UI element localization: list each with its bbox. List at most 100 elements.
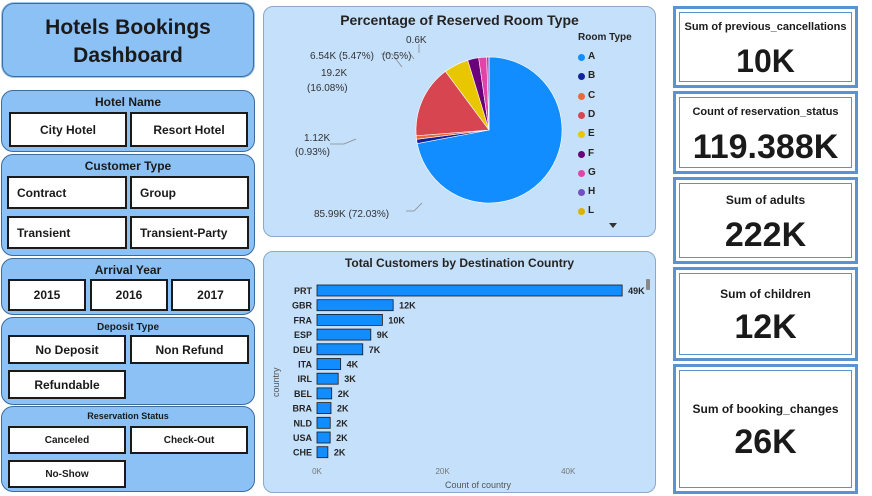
status-option-canceled[interactable]: Canceled — [8, 426, 126, 454]
kpi-label-adults: Sum of adults — [725, 193, 806, 207]
legend-scroll-down-icon[interactable] — [609, 223, 617, 228]
bar-x-tick-40k: 40K — [561, 467, 576, 476]
bar-esp[interactable] — [316, 328, 372, 341]
bar-value-label-fra: 10K — [388, 315, 405, 325]
kpi-label-children: Sum of children — [720, 287, 811, 301]
year-option-2017[interactable]: 2017 — [171, 279, 250, 311]
year-option-2015[interactable]: 2015 — [8, 279, 86, 311]
pie-label-f: (0.5%) — [382, 51, 411, 62]
bar-value-label-bra: 2K — [337, 404, 349, 414]
bar-value-label-nld: 2K — [336, 418, 348, 428]
bar-ita[interactable] — [316, 358, 342, 370]
legend-item-g[interactable]: G — [588, 166, 596, 178]
bar-category-label-gbr: GBR — [292, 301, 313, 311]
legend-item-a[interactable]: A — [588, 51, 596, 62]
kpi-value-children: 12K — [734, 308, 797, 346]
pie-label-top: 0.6K — [406, 35, 427, 46]
pie-label-b-value: 1.12K — [304, 133, 330, 144]
kpi-label-previous-cancellations: Sum of previous_cancellations — [684, 21, 847, 33]
status-option-check-out[interactable]: Check-Out — [130, 426, 248, 454]
bar-deu[interactable] — [316, 343, 364, 356]
dashboard-title-line1: Hotels Bookings — [45, 16, 211, 39]
pie-legend-title: Room Type — [578, 32, 632, 43]
room-type-pie-panel: Percentage of Reserved Room Type 85.99K … — [263, 6, 656, 237]
bar-chart-title: Total Customers by Destination Country — [344, 256, 575, 270]
bar-value-label-bel: 2K — [338, 389, 350, 399]
kpi-card-booking-changes: Sum of booking_changes 26K — [673, 364, 858, 494]
year-option-2016[interactable]: 2016 — [90, 279, 168, 311]
bar-value-label-usa: 2K — [336, 433, 348, 443]
hotel-option-resort-hotel[interactable]: Resort Hotel — [130, 112, 248, 147]
pie-slice-d[interactable] — [415, 70, 490, 137]
kpi-value-booking-changes: 26K — [734, 423, 797, 461]
pie-leader-a — [406, 202, 423, 212]
pie-chart-svg: 85.99K (72.03%) 1.12K (0.93%) 19.2K (16.… — [295, 35, 563, 220]
kpi-card-previous-cancellations: Sum of previous_cancellations 10K — [673, 6, 858, 88]
customer-option-contract[interactable]: Contract — [7, 176, 127, 209]
legend-marker-b — [578, 73, 585, 81]
customer-option-group[interactable]: Group — [130, 176, 249, 209]
legend-marker-h — [578, 189, 585, 197]
bar-category-label-esp: ESP — [294, 330, 312, 340]
bar-bra[interactable] — [316, 402, 332, 415]
deposit-option-no-deposit[interactable]: No Deposit — [8, 335, 126, 364]
bar-x-tick-20k: 20K — [435, 467, 450, 476]
hotel-option-city-hotel[interactable]: City Hotel — [9, 112, 127, 147]
kpi-card-children: Sum of children 12K — [673, 267, 858, 361]
bar-prt[interactable] — [316, 284, 623, 297]
deposit-option-non-refund[interactable]: Non Refund — [130, 335, 249, 364]
bar-usa[interactable] — [316, 431, 331, 444]
bar-che[interactable] — [316, 446, 329, 459]
kpi-label-booking-changes: Sum of booking_changes — [692, 402, 839, 416]
pie-label-a: 85.99K (72.03%) — [314, 209, 389, 220]
deposit-type-slicer: Deposit Type No Deposit Non Refund Refun… — [1, 317, 255, 405]
legend-marker-a — [578, 54, 585, 61]
legend-item-l[interactable]: L — [588, 205, 595, 217]
customer-option-transient[interactable]: Transient — [7, 216, 127, 249]
legend-item-h[interactable]: H — [588, 186, 596, 198]
bar-value-label-gbr: 12K — [399, 301, 416, 311]
pie-leader-e — [381, 53, 403, 68]
legend-marker-c — [578, 92, 585, 100]
arrival-year-slicer: Arrival Year 2015 2016 2017 — [1, 258, 255, 315]
arrival-year-title: Arrival Year — [94, 263, 162, 277]
dashboard-title-panel: Hotels Bookings Dashboard — [2, 3, 254, 77]
dashboard-title-line2: Dashboard — [73, 44, 183, 67]
pie-slice-a[interactable] — [416, 56, 563, 204]
bar-category-label-deu: DEU — [293, 345, 312, 355]
kpi-label-reservation-status: Count of reservation_status — [692, 106, 839, 118]
hotel-name-slicer: Hotel Name City Hotel Resort Hotel — [1, 90, 255, 152]
legend-item-d[interactable]: D — [588, 108, 596, 120]
deposit-option-refundable[interactable]: Refundable — [8, 370, 126, 399]
status-option-no-show[interactable]: No-Show — [8, 460, 126, 488]
legend-item-f[interactable]: F — [588, 147, 595, 159]
bar-bel[interactable] — [316, 387, 333, 400]
legend-item-b[interactable]: B — [588, 70, 596, 82]
reservation-status-title: Reservation Status — [87, 411, 169, 421]
bar-irl[interactable] — [316, 372, 339, 385]
legend-marker-g — [578, 169, 585, 177]
bar-value-label-che: 2K — [334, 448, 346, 458]
bar-fra[interactable] — [316, 314, 383, 326]
dashboard-title: Hotels Bookings Dashboard — [3, 14, 253, 70]
legend-item-c[interactable]: C — [588, 89, 596, 101]
customer-type-slicer: Customer Type Contract Group Transient T… — [1, 154, 255, 256]
pie-label-d-value: 19.2K — [321, 68, 347, 79]
bar-value-label-irl: 3K — [344, 374, 356, 384]
bar-value-label-ita: 4K — [347, 360, 359, 370]
bar-gbr[interactable] — [316, 299, 394, 312]
kpi-value-previous-cancellations: 10K — [736, 43, 795, 79]
customer-option-transient-party[interactable]: Transient-Party — [130, 216, 249, 249]
legend-marker-l — [578, 208, 585, 216]
pie-leader-b — [330, 138, 357, 145]
pie-label-d-pct: (16.08%) — [307, 83, 348, 94]
kpi-value-adults: 222K — [724, 216, 807, 254]
bar-nld[interactable] — [316, 416, 331, 429]
bar-category-label-irl: IRL — [298, 374, 313, 384]
bar-category-label-bra: BRA — [293, 404, 313, 414]
bar-scrollbar-thumb[interactable] — [646, 279, 650, 290]
bar-value-label-esp: 9K — [377, 330, 389, 340]
bar-category-label-fra: FRA — [294, 315, 313, 325]
legend-item-e[interactable]: E — [588, 128, 595, 140]
legend-marker-d — [578, 111, 585, 119]
